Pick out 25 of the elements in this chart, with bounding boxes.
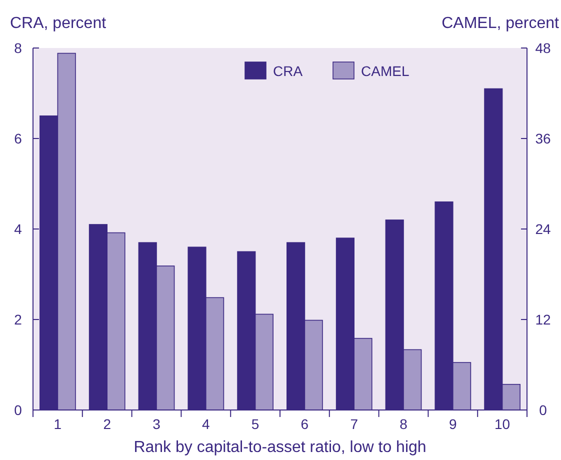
x-tick-label: 7 [350,416,358,432]
legend-label: CRA [273,62,304,79]
x-tick-label: 2 [103,416,112,432]
x-axis-title: Rank by capital-to-asset ratio, low to high [134,439,426,456]
y-axis-title: CRA, percent [10,15,107,32]
y2-axis-title: CAMEL, percent [442,15,560,32]
x-tick-label: 8 [400,416,408,432]
y2-tick-label: 24 [535,220,551,237]
y-tick-label: 2 [14,311,22,328]
y2-tick-label: 12 [535,311,551,328]
x-tick-label: 9 [449,416,457,432]
y-tick-label: 4 [14,220,22,237]
x-tick-label: 10 [494,416,510,432]
x-tick-label: 4 [202,416,210,432]
x-tick-label: 6 [300,416,309,432]
y2-tick-label: 0 [539,402,548,418]
y2-tick-label: 48 [535,40,551,56]
legend-label: CAMEL [361,62,410,79]
x-tick-label: 1 [54,416,62,432]
x-tick-label: 3 [152,416,161,432]
x-tick-label: 5 [251,416,260,432]
y-tick-label: 8 [14,40,22,56]
y2-tick-label: 36 [535,130,551,146]
y-tick-label: 0 [14,402,22,418]
y-tick-label: 6 [14,130,22,146]
